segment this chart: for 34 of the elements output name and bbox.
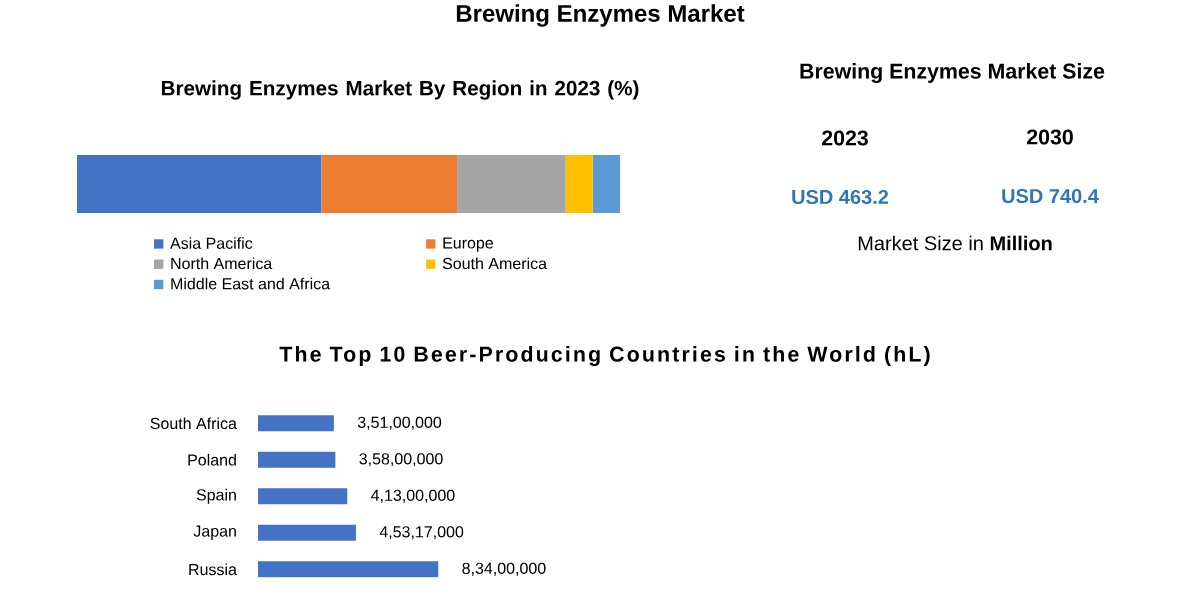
legend-label: Middle East and Africa — [171, 277, 331, 290]
legend-label: Asia Pacific — [170, 237, 253, 249]
bar — [258, 415, 334, 432]
data-label: 4,53,17,000 — [379, 526, 464, 540]
bar — [457, 155, 566, 213]
legend-label: South America — [442, 257, 548, 270]
legend-label: North America — [171, 257, 273, 270]
bar — [258, 451, 336, 468]
data-label: 8,34,00,000 — [462, 562, 546, 576]
data-label: USD 463.2 — [792, 189, 889, 205]
y-tick-label: Spain — [196, 488, 236, 504]
text: Brewing Enzymes Market Size — [800, 63, 1105, 83]
bar — [258, 488, 348, 505]
bar — [258, 561, 439, 578]
y-tick-label: Japan — [193, 525, 236, 540]
chart-title: Brewing Enzymes Market By Region in 2023 (%) — [161, 80, 639, 100]
text: Brewing Enzymes Market — [456, 4, 745, 27]
bar — [321, 155, 458, 213]
bar — [258, 524, 356, 541]
y-tick-label: Poland — [188, 453, 236, 466]
bar — [565, 155, 593, 213]
data-label: 3,58,00,000 — [359, 453, 443, 467]
bar — [77, 155, 322, 213]
data-label: USD 740.4 — [1002, 188, 1099, 204]
y-tick-label: South Africa — [150, 417, 237, 430]
category-label: 2023 — [822, 130, 868, 146]
text: Market Size in Million — [858, 235, 1052, 251]
y-tick-label: Russia — [189, 563, 237, 576]
data-label: 4,13,00,000 — [371, 489, 455, 503]
category-label: 2030 — [1027, 129, 1073, 145]
text: The Top 10 Beer-Producing Countries in the World (hL) — [279, 346, 930, 366]
bar — [592, 155, 620, 213]
legend-label: Europe — [443, 237, 493, 252]
data-label: 3,51,00,000 — [357, 416, 442, 430]
